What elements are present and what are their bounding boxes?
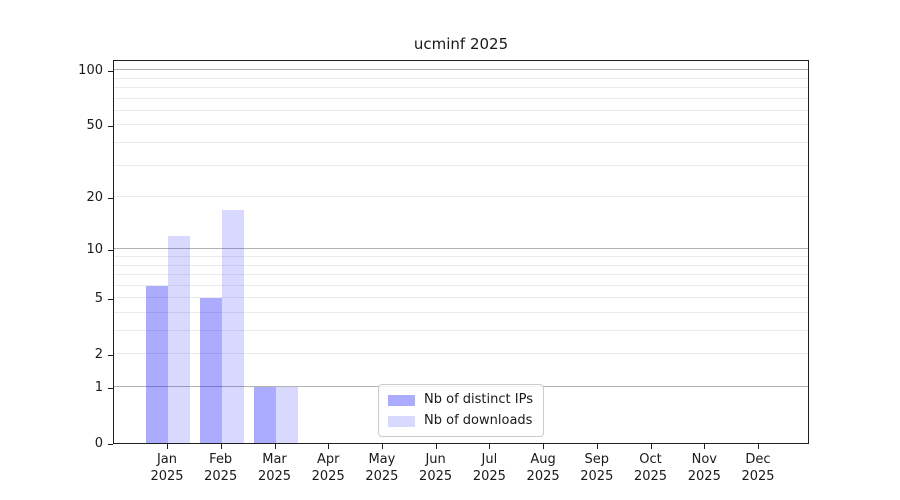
y-tick-label: 100 (78, 63, 103, 79)
x-tick-year: 2025 (580, 469, 614, 484)
x-tick-month: Oct (639, 452, 662, 467)
gridline-major (114, 69, 808, 71)
x-tick-month: Mar (262, 452, 287, 467)
x-tick-label-aug: Aug 2025 (515, 451, 571, 485)
x-tick-month: Sep (584, 452, 610, 467)
y-tick-label: 0 (94, 436, 103, 451)
gridline-minor (114, 312, 808, 313)
gridline-minor (114, 196, 808, 198)
y-tick-label: 20 (86, 190, 103, 206)
gridline-minor (114, 264, 808, 266)
x-tick-month: Apr (316, 452, 340, 467)
x-tick-year: 2025 (741, 469, 775, 484)
legend-label-downloads: Nb of downloads (424, 413, 533, 428)
legend-swatch-downloads (388, 415, 416, 427)
x-tick-year: 2025 (472, 469, 506, 484)
x-tick-label-apr: Apr 2025 (300, 451, 356, 485)
y-tick-label: 10 (86, 242, 103, 258)
bar-downloads-feb (221, 209, 244, 443)
x-tick-mark (596, 444, 598, 449)
gridline-major (114, 248, 808, 250)
x-tick-month: Jun (425, 452, 446, 467)
gridline-minor (114, 164, 808, 166)
y-tick-mark (108, 71, 113, 73)
y-tick-mark (108, 355, 113, 357)
x-tick-mark (758, 444, 759, 449)
chart-title: ucminf 2025 (413, 35, 509, 53)
x-tick-mark (328, 444, 330, 449)
x-tick-mark (220, 444, 222, 449)
x-tick-label-jul: Jul 2025 (461, 451, 517, 485)
x-tick-year: 2025 (419, 469, 453, 484)
x-tick-year: 2025 (526, 469, 560, 484)
gridline-minor (114, 256, 808, 257)
x-tick-month: Feb (209, 452, 233, 467)
x-tick-label-feb: Feb 2025 (193, 451, 249, 485)
legend-item-downloads: Nb of downloads (388, 413, 533, 429)
gridline-minor (114, 142, 808, 143)
gridline-minor (114, 274, 808, 275)
y-tick-label: 2 (94, 347, 103, 363)
y-tick-mark (108, 126, 113, 128)
bar-distinct-ips-jan (146, 285, 168, 443)
x-tick-year: 2025 (365, 469, 399, 484)
gridline-minor (114, 97, 808, 99)
gridline-minor (114, 87, 808, 88)
x-tick-label-mar: Mar 2025 (247, 451, 303, 485)
x-tick-month: Aug (530, 452, 556, 467)
x-tick-year: 2025 (257, 469, 292, 484)
x-tick-year: 2025 (687, 469, 721, 484)
y-tick-mark (108, 444, 113, 445)
gridline-minor (114, 109, 808, 111)
x-tick-month: Nov (691, 452, 717, 467)
x-tick-label-may: May 2025 (354, 451, 410, 485)
y-tick-mark (108, 198, 113, 200)
y-tick-label: 1 (94, 380, 103, 395)
x-tick-label-jan: Jan 2025 (139, 451, 195, 485)
x-tick-mark (704, 444, 706, 449)
x-tick-label-oct: Oct 2025 (623, 451, 679, 485)
x-tick-label-jun: Jun 2025 (408, 451, 464, 485)
y-tick-mark (108, 250, 113, 252)
y-tick-mark (108, 299, 113, 301)
plot-area: Nb of distinct IPs Nb of downloads (113, 60, 809, 444)
bar-distinct-ips-feb (199, 298, 222, 443)
x-tick-mark (435, 444, 437, 449)
bar-downloads-mar (275, 387, 298, 443)
x-tick-year: 2025 (204, 469, 238, 484)
x-tick-mark (167, 444, 168, 449)
gridline-minor (114, 297, 808, 299)
x-tick-year: 2025 (150, 469, 184, 484)
legend: Nb of distinct IPs Nb of downloads (378, 384, 544, 437)
gridline-minor (114, 353, 808, 355)
x-tick-month: May (368, 452, 396, 467)
x-tick-mark (274, 444, 276, 449)
legend-swatch-distinct-ips (388, 394, 416, 406)
y-tick-mark (108, 388, 113, 389)
gridline-minor (114, 330, 808, 331)
x-tick-month: Jan (156, 452, 178, 467)
x-tick-mark (381, 444, 383, 449)
gridline-minor (114, 284, 808, 286)
x-tick-label-dec: Dec 2025 (730, 451, 786, 485)
x-tick-label-nov: Nov 2025 (676, 451, 732, 485)
x-tick-month: Jul (481, 452, 498, 467)
bar-distinct-ips-mar (253, 387, 276, 443)
x-tick-year: 2025 (311, 469, 345, 484)
x-tick-year: 2025 (633, 469, 668, 484)
bar-downloads-jan (168, 235, 190, 443)
x-tick-mark (489, 444, 491, 449)
legend-label-distinct-ips: Nb of distinct IPs (424, 392, 533, 407)
y-tick-label: 5 (94, 291, 103, 307)
x-tick-mark (650, 444, 652, 449)
gridline-minor (114, 124, 808, 126)
x-tick-month: Dec (745, 452, 771, 467)
gridline-minor (114, 77, 808, 79)
x-tick-mark (543, 444, 545, 449)
x-tick-label-sep: Sep 2025 (569, 451, 625, 485)
y-tick-label: 50 (86, 118, 103, 134)
legend-item-distinct-ips: Nb of distinct IPs (388, 392, 533, 408)
